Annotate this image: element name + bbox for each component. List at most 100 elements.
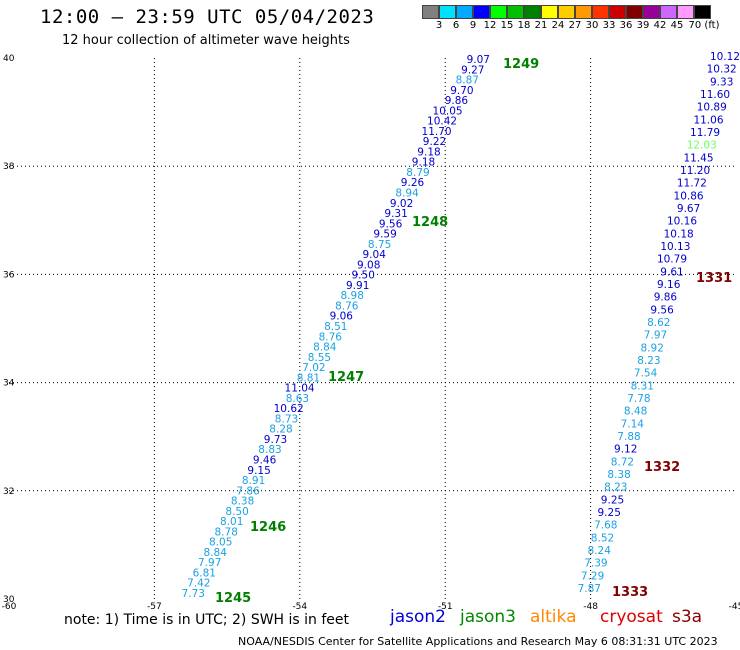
color-swatch [558, 5, 575, 19]
wave-height-value: 8.63 [286, 393, 309, 405]
lon-tick-label: -51 [438, 602, 453, 610]
wave-height-value: 11.04 [285, 383, 315, 395]
wave-height-value: 9.61 [660, 266, 683, 278]
color-scale-label: 9 [469, 20, 477, 31]
wave-height-value: 8.28 [269, 424, 292, 436]
wave-height-value: 10.89 [697, 102, 727, 114]
pass-number-label: 1248 [412, 215, 448, 230]
legend-jason3: jason3 [460, 607, 516, 627]
wave-height-value: 7.73 [182, 588, 205, 600]
lat-tick-label: 38 [3, 162, 15, 172]
wave-height-value: 8.76 [335, 301, 359, 313]
color-scale-label: 24 [551, 20, 565, 31]
lat-tick-label: 30 [3, 595, 15, 605]
wave-height-value: 8.84 [313, 342, 337, 354]
color-swatch [694, 5, 711, 19]
map-grid [9, 58, 736, 599]
wave-height-value: 7.78 [627, 393, 650, 405]
wave-height-value: 8.51 [324, 321, 347, 333]
wave-height-value: 10.18 [664, 228, 694, 240]
color-scale-bar [422, 5, 711, 19]
wave-height-value: 9.22 [423, 136, 446, 148]
wave-height-value: 8.79 [406, 167, 429, 179]
wave-height-value: 8.38 [231, 496, 254, 508]
color-scale-label: 12 [483, 20, 497, 31]
wave-height-value: 11.72 [677, 178, 707, 190]
wave-height-value: 11.70 [422, 126, 452, 138]
pass-number-label: 1246 [250, 520, 286, 535]
color-swatch [422, 5, 439, 19]
color-swatch [439, 5, 456, 19]
wave-height-value: 8.05 [209, 537, 232, 549]
wave-height-value: 6.81 [193, 568, 216, 580]
pass-number-label: 1249 [503, 57, 539, 72]
wave-height-value: 8.81 [297, 372, 320, 384]
color-swatch [490, 5, 507, 19]
wave-height-value: 8.48 [624, 406, 647, 418]
lon-tick-label: -48 [583, 602, 598, 610]
wave-height-value: 9.70 [450, 85, 473, 97]
color-swatch [677, 5, 694, 19]
wave-height-value: 8.75 [368, 239, 391, 251]
legend-jason2: jason2 [390, 607, 446, 627]
color-scale-label: 6 [452, 20, 460, 31]
lat-tick-label: 36 [3, 270, 15, 280]
map-title: 12:00 — 23:59 UTC 05/04/2023 [40, 6, 375, 28]
wave-height-value: 9.07 [467, 54, 490, 66]
wave-height-value: 8.73 [275, 413, 298, 425]
legend-altika: altika [530, 607, 577, 627]
wave-height-value: 7.02 [302, 362, 325, 374]
wave-height-value: 8.83 [258, 444, 281, 456]
wave-height-value: 9.59 [373, 229, 396, 241]
wave-height-value: 9.91 [346, 280, 369, 292]
lat-tick-label: 40 [3, 54, 15, 64]
wave-height-value: 8.98 [341, 290, 364, 302]
wave-height-value: 11.60 [700, 89, 730, 101]
wave-height-value: 10.05 [433, 105, 463, 117]
wave-height-map: -60 -57 -54 -51 -48 -45 30 32 34 36 38 40 7.737.426… [2, 51, 740, 610]
pass-labels: 1245 1246 1247 1248 1249 1331 1332 1333 [215, 57, 732, 606]
color-scale-label: 18 [517, 20, 531, 31]
pass-number-label: 1247 [328, 370, 364, 385]
wave-height-value: 7.68 [594, 520, 617, 532]
wave-height-value: 9.04 [363, 249, 387, 261]
color-scale-label: 33 [602, 20, 616, 31]
color-swatch [473, 5, 490, 19]
color-scale-label: 70 (ft) [688, 20, 720, 31]
wave-height-value: 7.14 [621, 418, 645, 430]
color-swatch [609, 5, 626, 19]
wave-height-value: 8.94 [395, 188, 419, 200]
lon-tick-label: -54 [292, 602, 307, 610]
wave-height-value: 9.33 [710, 76, 733, 88]
satellite-tracks: 7.737.426.817.978.848.058.788.018.508.38… [182, 51, 740, 600]
color-swatch [660, 5, 677, 19]
pass-number-label: 1331 [696, 271, 732, 286]
wave-height-value: 8.38 [607, 469, 630, 481]
wave-height-value: 9.25 [598, 507, 621, 519]
color-swatch [541, 5, 558, 19]
wave-height-value: 7.88 [617, 431, 640, 443]
wave-height-value: 9.26 [401, 177, 425, 189]
wave-height-value: 8.92 [641, 342, 664, 354]
color-scale-label: 39 [636, 20, 650, 31]
wave-height-value: 9.50 [352, 270, 375, 282]
wave-height-value: 10.13 [660, 241, 690, 253]
wave-height-value: 9.56 [379, 218, 403, 230]
pass-number-label: 1333 [612, 585, 648, 600]
wave-height-value: 8.50 [225, 506, 248, 518]
wave-height-value: 9.73 [264, 434, 287, 446]
pass-number-label: 1332 [644, 460, 680, 475]
wave-height-value: 9.31 [384, 208, 407, 220]
wave-height-value: 10.42 [427, 116, 457, 128]
wave-height-value: 9.67 [677, 203, 700, 215]
wave-height-value: 10.16 [667, 216, 697, 228]
wave-height-value: 7.86 [236, 485, 260, 497]
map-subtitle: 12 hour collection of altimeter wave hei… [62, 33, 350, 48]
wave-height-value: 8.23 [637, 355, 660, 367]
wave-height-value: 10.12 [710, 51, 740, 63]
wave-height-value: 9.16 [657, 279, 681, 291]
wave-height-value: 7.39 [584, 558, 607, 570]
wave-height-value: 7.97 [644, 330, 667, 342]
color-scale-label: 30 [585, 20, 599, 31]
footer-credit: NOAA/NESDIS Center for Satellite Applica… [238, 635, 718, 648]
